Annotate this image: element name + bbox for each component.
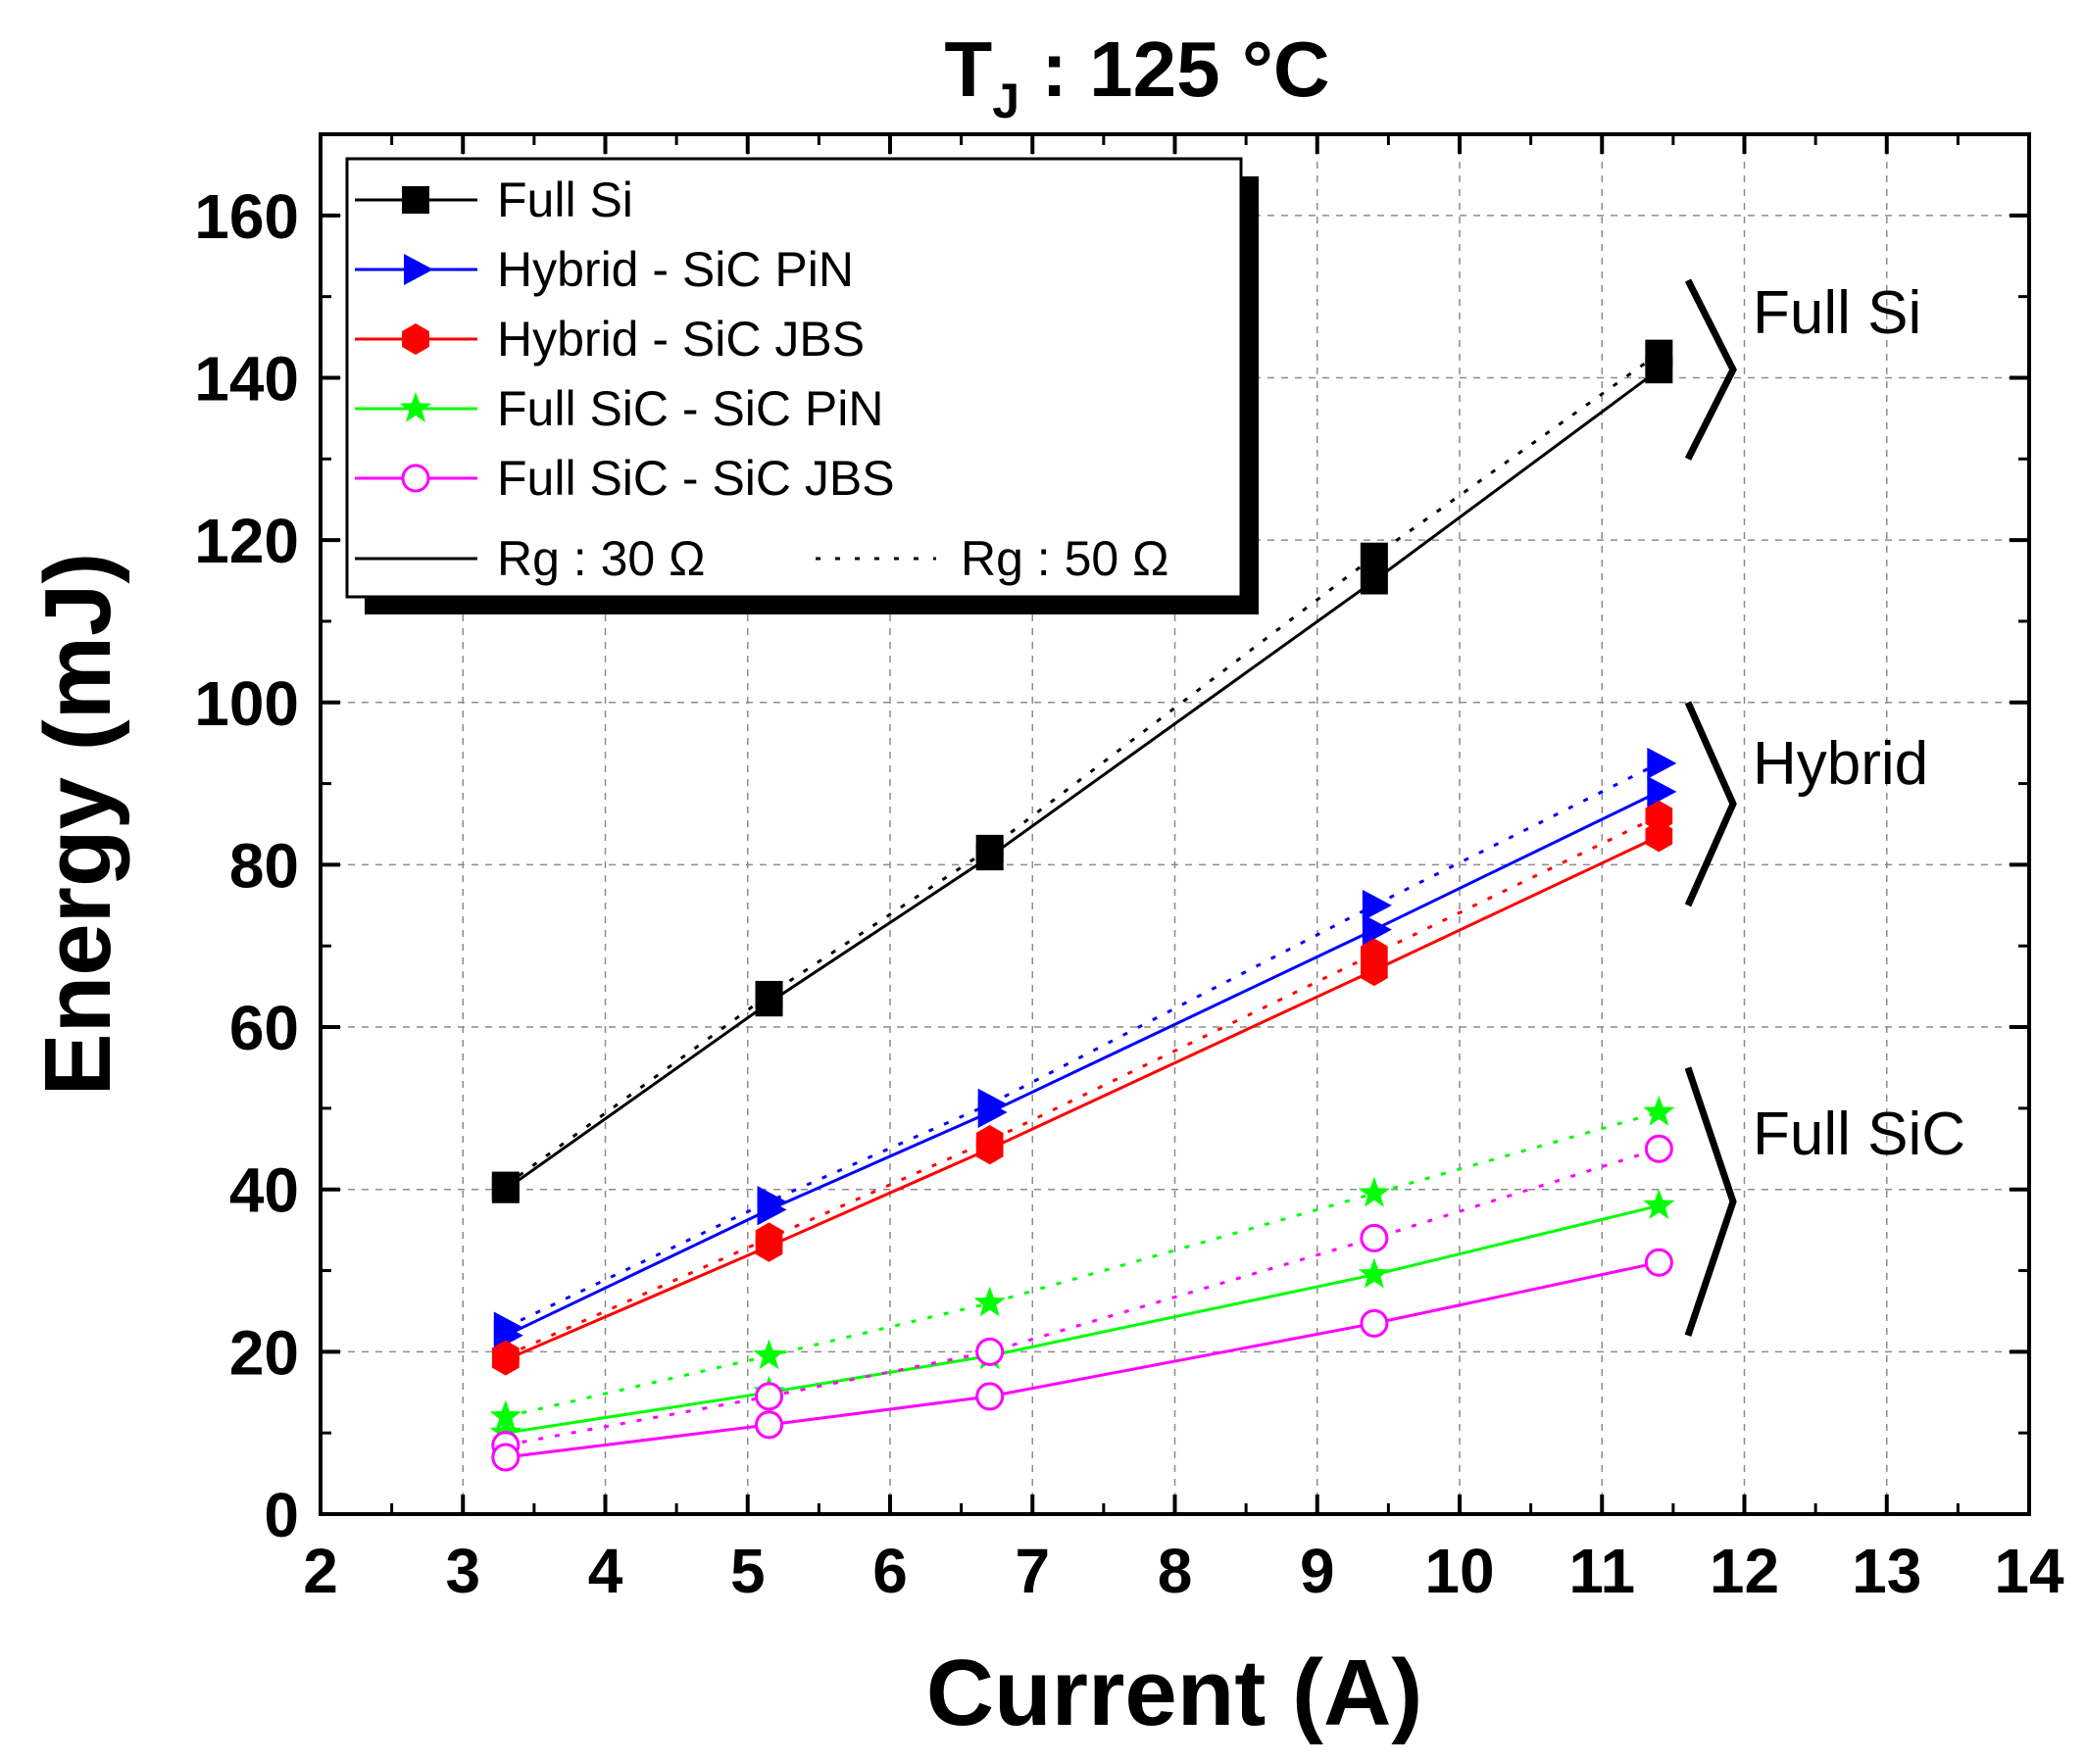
data-point-full-si-rg30 bbox=[755, 989, 783, 1017]
data-point-hybrid-sic-jbs-rg50 bbox=[1645, 800, 1673, 832]
data-point-hybrid-sic-pin-rg50 bbox=[1647, 747, 1677, 779]
y-tick-label: 100 bbox=[194, 668, 299, 739]
data-point-hybrid-sic-pin-rg30 bbox=[1362, 913, 1392, 946]
legend-label-full-sic-sic-jbs: Full SiC - SiC JBS bbox=[497, 451, 895, 506]
data-point-hybrid-sic-jbs-rg30 bbox=[1645, 820, 1673, 853]
chart-title: TJ : 125 °C bbox=[944, 25, 1329, 128]
y-tick-label: 80 bbox=[229, 830, 299, 901]
bracket-1 bbox=[1684, 701, 1737, 907]
x-tick-label: 4 bbox=[588, 1536, 623, 1606]
x-tick-label: 7 bbox=[1015, 1536, 1050, 1606]
x-tick-label: 2 bbox=[303, 1536, 338, 1606]
x-tick-label: 14 bbox=[1994, 1536, 2064, 1606]
data-point-full-sic-sic-pin-rg30 bbox=[1358, 1257, 1390, 1289]
data-point-full-sic-sic-pin-rg50 bbox=[753, 1339, 785, 1370]
legend-rg30-label: Rg : 30 Ω bbox=[497, 531, 705, 586]
series-line-hybrid-sic-pin-rg50 bbox=[505, 761, 1660, 1329]
legend-marker-hybrid-sic-pin bbox=[404, 254, 433, 285]
x-tick-label: 10 bbox=[1424, 1536, 1494, 1606]
series-line-full-sic-sic-jbs-rg50 bbox=[505, 1147, 1660, 1447]
data-point-full-sic-sic-jbs-rg50 bbox=[755, 1382, 784, 1411]
data-point-hybrid-sic-jbs-rg30 bbox=[1361, 955, 1388, 987]
data-point-hybrid-sic-jbs-rg30 bbox=[492, 1344, 520, 1376]
data-point-hybrid-sic-jbs-rg30 bbox=[975, 1133, 1004, 1165]
y-tick-label: 0 bbox=[264, 1480, 299, 1550]
y-tick-label: 60 bbox=[229, 993, 299, 1063]
series-line-hybrid-sic-jbs-rg50 bbox=[505, 814, 1660, 1357]
data-point-hybrid-sic-pin-rg30 bbox=[1647, 775, 1677, 808]
data-point-full-sic-sic-jbs-rg50 bbox=[1644, 1134, 1673, 1163]
x-axis-title: Current (A) bbox=[926, 1641, 1423, 1745]
legend-rg50-label: Rg : 50 Ω bbox=[961, 531, 1168, 586]
data-point-full-sic-sic-jbs-rg30 bbox=[1644, 1248, 1673, 1277]
legend-label-hybrid-sic-jbs: Hybrid - SiC JBS bbox=[497, 312, 865, 367]
bracket-0 bbox=[1684, 278, 1737, 461]
series-line-full-sic-sic-jbs-rg30 bbox=[505, 1260, 1660, 1459]
y-tick-label: 40 bbox=[229, 1155, 299, 1226]
legend-label-full-sic-sic-pin: Full SiC - SiC PiN bbox=[497, 381, 883, 436]
data-point-hybrid-sic-pin-rg50 bbox=[1362, 889, 1392, 921]
y-tick-label: 160 bbox=[194, 181, 299, 252]
series-line-full-si-rg50 bbox=[504, 352, 1661, 1187]
y-axis-title: Energy (mJ) bbox=[25, 553, 130, 1097]
data-point-full-sic-sic-pin-rg50 bbox=[973, 1286, 1006, 1317]
data-point-hybrid-sic-pin-rg30 bbox=[757, 1194, 787, 1226]
x-tick-label: 12 bbox=[1710, 1536, 1779, 1606]
legend-box bbox=[345, 157, 1243, 599]
legend-marker-hybrid-sic-jbs bbox=[402, 323, 429, 355]
series-line-full-sic-sic-pin-rg30 bbox=[505, 1203, 1660, 1435]
series-line-full-sic-sic-pin-rg50 bbox=[505, 1110, 1660, 1419]
series-group bbox=[489, 339, 1677, 1472]
data-point-full-si-rg30 bbox=[975, 843, 1004, 871]
data-point-full-sic-sic-jbs-rg50 bbox=[975, 1337, 1005, 1366]
series-line-hybrid-sic-pin-rg30 bbox=[505, 790, 1660, 1338]
data-point-full-sic-sic-pin-rg50 bbox=[489, 1399, 522, 1431]
group-label-full-si: Full Si bbox=[1753, 279, 1921, 347]
legend-label-hybrid-sic-pin: Hybrid - SiC PiN bbox=[497, 242, 854, 297]
y-tick-label: 20 bbox=[229, 1317, 299, 1388]
data-point-full-sic-sic-jbs-rg50 bbox=[1360, 1223, 1389, 1252]
data-point-full-sic-sic-jbs-rg30 bbox=[1360, 1308, 1389, 1338]
group-label-full-sic: Full SiC bbox=[1753, 1101, 1965, 1168]
bracket-2 bbox=[1684, 1066, 1737, 1337]
data-point-hybrid-sic-pin-rg30 bbox=[977, 1097, 1008, 1129]
x-tick-label: 6 bbox=[872, 1536, 908, 1606]
legend-marker-full-sic-sic-jbs bbox=[401, 464, 430, 493]
data-point-hybrid-sic-jbs-rg30 bbox=[755, 1230, 783, 1262]
data-point-full-sic-sic-pin-rg50 bbox=[1643, 1096, 1675, 1126]
data-point-full-sic-sic-jbs-rg30 bbox=[755, 1410, 784, 1440]
x-tick-label: 13 bbox=[1852, 1536, 1921, 1606]
data-point-full-si-rg50 bbox=[1360, 542, 1388, 570]
series-line-hybrid-sic-jbs-rg30 bbox=[505, 835, 1660, 1361]
x-tick-label: 5 bbox=[730, 1536, 766, 1606]
data-point-full-sic-sic-jbs-rg30 bbox=[491, 1443, 521, 1472]
data-point-full-sic-sic-pin-rg30 bbox=[1643, 1189, 1675, 1219]
legend-label-full-si: Full Si bbox=[497, 172, 633, 227]
legend-marker-full-sic-sic-pin bbox=[399, 392, 432, 422]
data-point-full-si-rg30 bbox=[1645, 356, 1673, 384]
y-tick-label: 120 bbox=[194, 506, 299, 576]
legend-marker-full-si bbox=[402, 186, 429, 214]
x-tick-label: 8 bbox=[1158, 1536, 1193, 1606]
data-point-full-si-rg30 bbox=[1360, 566, 1388, 595]
group-annotations: Full Si Hybrid Full SiC bbox=[1684, 278, 1965, 1337]
data-point-full-sic-sic-pin-rg50 bbox=[1358, 1176, 1390, 1207]
x-tick-label: 11 bbox=[1568, 1536, 1635, 1606]
data-point-full-si-rg30 bbox=[491, 1175, 520, 1203]
y-tick-label: 140 bbox=[194, 343, 299, 414]
group-label-hybrid: Hybrid bbox=[1753, 730, 1928, 798]
data-point-full-sic-sic-jbs-rg30 bbox=[975, 1382, 1005, 1411]
legend: Full Si Hybrid - SiC PiN Hybrid - SiC JBS F… bbox=[345, 157, 1259, 614]
x-tick-label: 9 bbox=[1300, 1536, 1335, 1606]
x-tick-label: 3 bbox=[445, 1536, 480, 1606]
